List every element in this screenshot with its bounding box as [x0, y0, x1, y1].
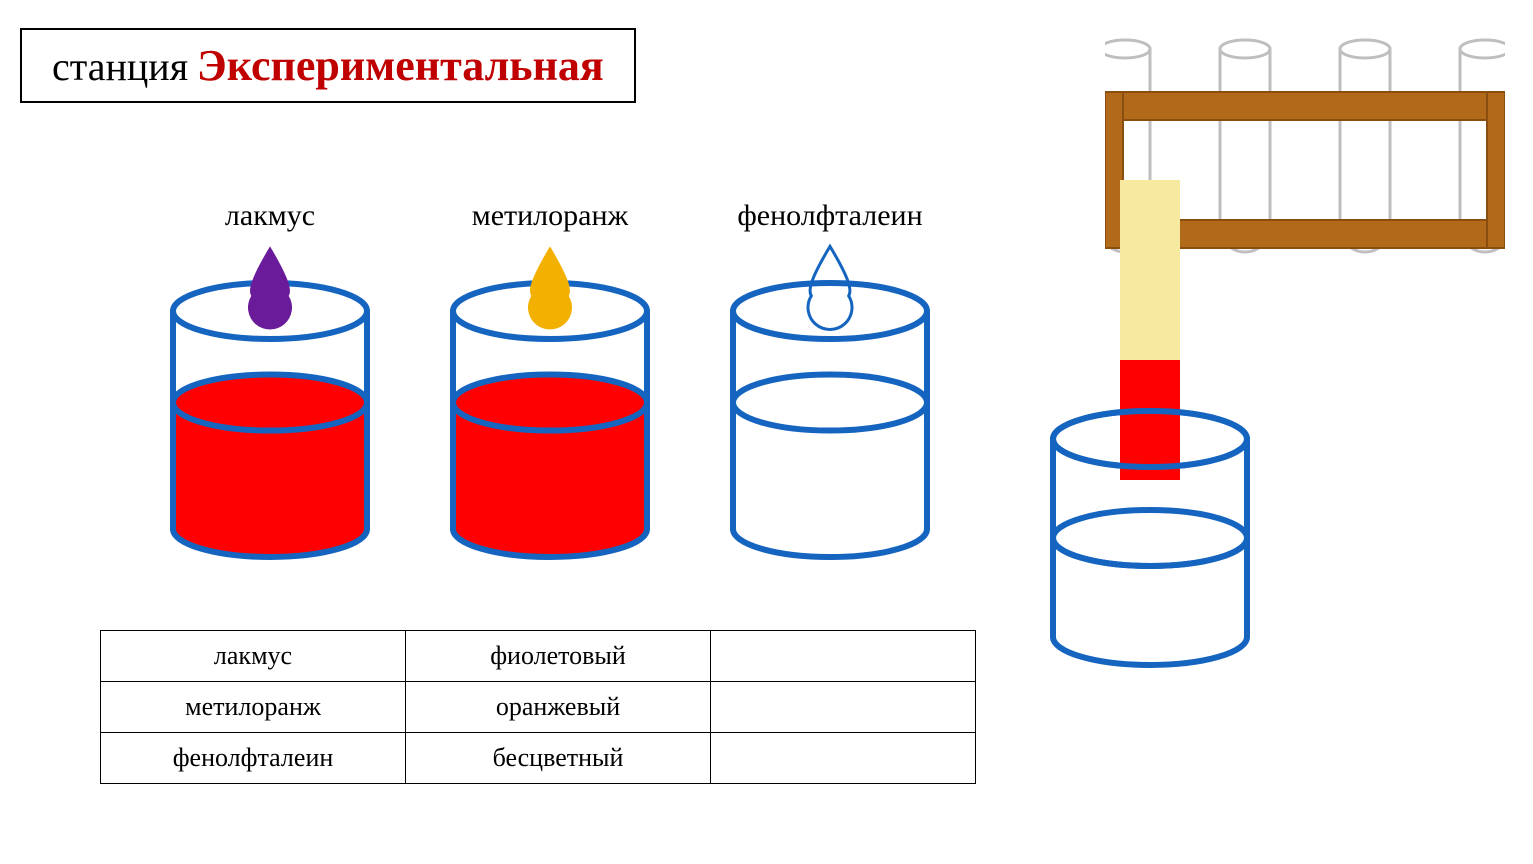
table-row: фенолфталеинбесцветный [101, 733, 976, 784]
title-box: станция Экспериментальная [20, 28, 636, 103]
table-cell [711, 733, 976, 784]
title-prefix: станция [52, 44, 197, 90]
table-cell: фиолетовый [406, 631, 711, 682]
title-main: Экспериментальная [197, 40, 604, 91]
table-cell: фенолфталеин [101, 733, 406, 784]
table-row: метилоранжоранжевый [101, 682, 976, 733]
table-cell: бесцветный [406, 733, 711, 784]
beaker-2 [730, 220, 930, 560]
table-cell [711, 631, 976, 682]
beaker-1 [450, 220, 650, 560]
beaker-0 [170, 220, 370, 560]
indicator-table: лакмусфиолетовыйметилоранжоранжевыйфенол… [100, 630, 976, 784]
table-cell [711, 682, 976, 733]
paper-strip-beaker [1046, 176, 1254, 672]
table-cell: оранжевый [406, 682, 711, 733]
table-cell: метилоранж [101, 682, 406, 733]
table-row: лакмусфиолетовый [101, 631, 976, 682]
table-cell: лакмус [101, 631, 406, 682]
